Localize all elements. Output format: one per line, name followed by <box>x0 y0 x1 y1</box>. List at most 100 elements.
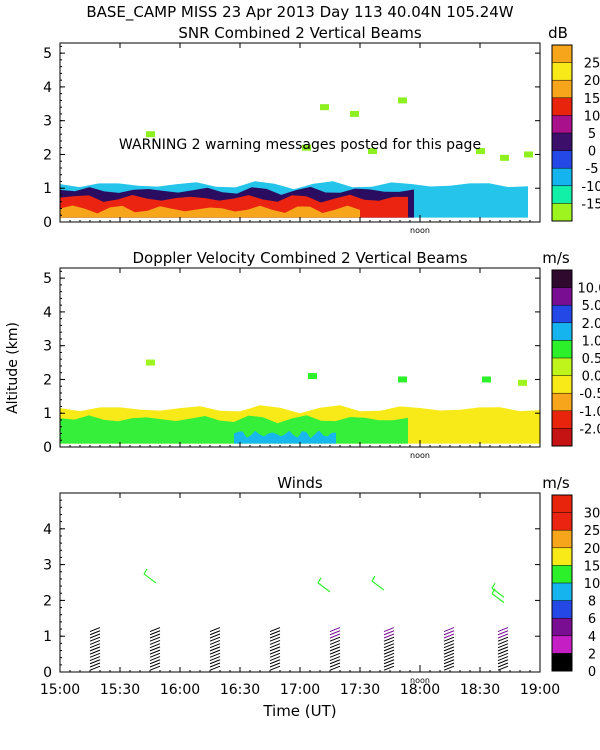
wind-barb <box>497 639 509 645</box>
wind-barb <box>497 627 509 633</box>
x-tick-label: 17:00 <box>280 682 320 698</box>
sparse-echo <box>308 373 317 380</box>
wind-barb <box>383 649 395 655</box>
noon-label: noon <box>410 451 430 460</box>
colorbar-label: -15 <box>581 197 600 212</box>
colorbar-swatch <box>552 287 572 306</box>
sparse-echo <box>146 359 155 366</box>
wind-barb <box>443 633 455 639</box>
y-tick-label: 3 <box>43 339 52 355</box>
wind-barb <box>497 630 509 636</box>
winds-panel: Winds m/s 0 1 2 3 4 15:00 15:30 16:00 16:30 17:00… <box>40 474 600 698</box>
data-layer-orange-layer <box>60 205 360 218</box>
x-tick-label: 16:00 <box>160 682 200 698</box>
colorbar-label: 8 <box>588 595 596 610</box>
colorbar-label: 2 <box>588 647 596 662</box>
wind-barb <box>383 656 395 662</box>
colorbar-swatch <box>552 45 572 64</box>
colorbar-label: -1.0 <box>579 405 600 420</box>
wind-barb <box>497 656 509 662</box>
wind-barb <box>149 652 161 658</box>
wind-barb-high <box>371 575 385 591</box>
wind-barb <box>149 630 161 636</box>
wind-barb <box>269 656 281 662</box>
wind-barb <box>383 639 395 645</box>
wind-barb <box>497 636 509 642</box>
sparse-echo <box>320 104 329 111</box>
colorbar-swatch <box>552 583 572 602</box>
colorbar-swatch <box>552 512 572 531</box>
wind-barb-high <box>143 568 157 584</box>
wind-barb <box>383 636 395 642</box>
colorbar-swatch <box>552 653 572 672</box>
wind-barb <box>383 627 395 633</box>
colorbar-swatch <box>552 150 572 169</box>
colorbar-swatch <box>552 600 572 619</box>
wind-barb <box>497 665 509 671</box>
wind-barb <box>329 665 341 671</box>
colorbar-swatch <box>552 62 572 81</box>
wind-barb <box>209 656 221 662</box>
wind-barb <box>329 636 341 642</box>
y-tick-label: 1 <box>43 181 52 197</box>
winds-units: m/s <box>542 474 570 492</box>
colorbar-swatch <box>552 305 572 324</box>
colorbar-swatch <box>552 203 572 222</box>
wind-barb <box>443 659 455 665</box>
wind-barb <box>383 630 395 636</box>
colorbar-label: 1.0 <box>582 334 600 349</box>
colorbar-label: 0.5 <box>582 352 600 367</box>
wind-barb <box>209 636 221 642</box>
wind-barb <box>89 633 101 639</box>
wind-barb <box>209 662 221 668</box>
sparse-echo <box>518 379 527 386</box>
wind-barb-high <box>491 588 505 604</box>
wind-barb <box>443 630 455 636</box>
x-tick-label: 16:30 <box>220 682 260 698</box>
colorbar-label: 20 <box>584 542 600 557</box>
wind-barb <box>443 656 455 662</box>
snr-panel: SNR Combined 2 Vertical Beams dB 0 1 2 3 4 5 n… <box>43 24 600 235</box>
wind-barb <box>497 633 509 639</box>
wind-barb <box>269 643 281 649</box>
colorbar-label: 0 <box>588 665 596 680</box>
wind-barb <box>209 665 221 671</box>
y-tick-label: 2 <box>43 372 52 388</box>
sparse-echo <box>368 148 377 155</box>
colorbar-swatch <box>552 133 572 152</box>
data-layer-cyan-patch <box>234 430 336 444</box>
wind-barb <box>329 662 341 668</box>
colorbar-label: 10 <box>584 577 600 592</box>
wind-barb <box>497 646 509 652</box>
y-tick-label: 1 <box>43 406 52 422</box>
wind-barb <box>269 627 281 633</box>
x-tick-label: 18:00 <box>400 682 440 698</box>
wind-barb <box>497 659 509 665</box>
y-tick-label: 4 <box>43 522 52 538</box>
colorbar-label: 4 <box>588 630 596 645</box>
wind-barb <box>383 633 395 639</box>
colorbar-swatch <box>552 340 572 359</box>
colorbar-swatch <box>552 565 572 584</box>
wind-barb <box>443 643 455 649</box>
wind-barb <box>383 665 395 671</box>
sparse-echo <box>476 148 485 155</box>
colorbar-swatch <box>552 97 572 116</box>
wind-barb <box>443 646 455 652</box>
wind-barb <box>89 652 101 658</box>
colorbar-label: 2.0 <box>582 317 600 332</box>
wind-barb <box>383 659 395 665</box>
wind-barb <box>89 662 101 668</box>
colorbar-swatch <box>552 495 572 514</box>
wind-barb <box>149 656 161 662</box>
wind-barb <box>209 643 221 649</box>
noon-label: noon <box>410 226 430 235</box>
x-tick-label: 15:00 <box>40 682 80 698</box>
wind-barb <box>89 656 101 662</box>
colorbar-swatch <box>552 375 572 394</box>
wind-barb <box>443 627 455 633</box>
wind-barb <box>497 662 509 668</box>
colorbar-label: 30 <box>584 507 600 522</box>
wind-barb <box>443 662 455 668</box>
wind-barb <box>149 665 161 671</box>
